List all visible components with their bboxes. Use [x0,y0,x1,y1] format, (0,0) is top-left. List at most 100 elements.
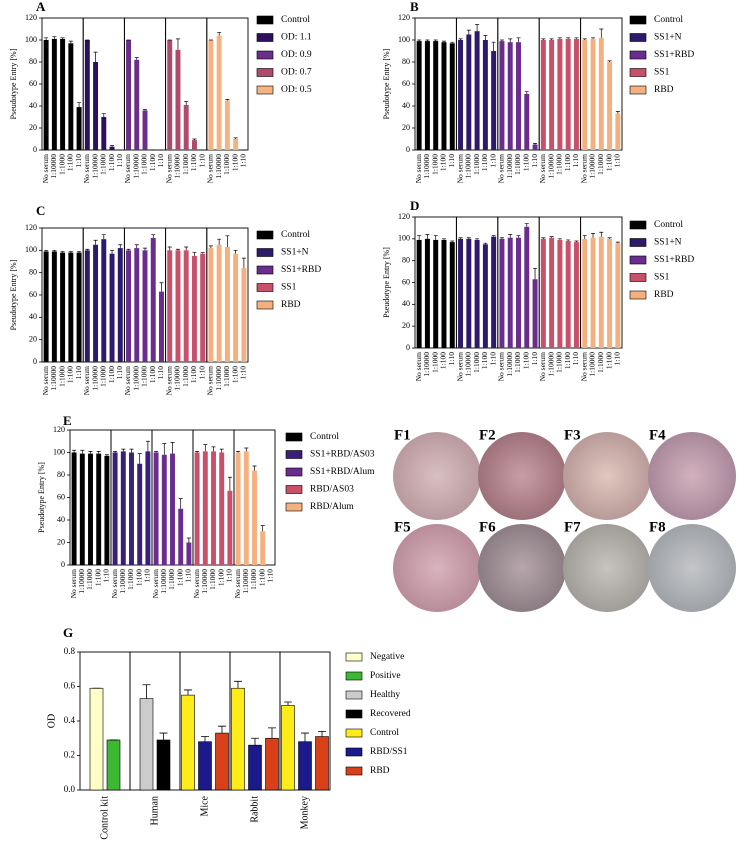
error-bar [110,249,115,254]
micrograph [563,524,651,612]
x-tick-label: 1:10000 [173,154,182,179]
error-bar [417,39,422,42]
x-tick-label: 1:10 [488,154,497,168]
error-bar [93,51,98,62]
x-tick-label: No serum [579,352,588,382]
bar [208,248,214,362]
x-tick-label: 1:100 [66,366,75,383]
x-tick-label: No serum [497,154,506,184]
bar [93,244,99,362]
bar [241,268,247,362]
y-tick-label: 40 [402,101,410,110]
error-bar [524,223,529,227]
bar [202,451,208,565]
x-tick-label: 1:100 [93,569,102,586]
bar [137,463,143,565]
bar [167,40,173,150]
error-bar [143,108,147,111]
bar [235,452,241,565]
bar [243,451,249,565]
error-bar [60,251,65,253]
bar [76,107,82,150]
error-bar [200,252,205,254]
legend-swatch [285,432,303,442]
bar [142,250,148,362]
bar [466,34,472,150]
error-bar [178,498,183,509]
legend-swatch [285,485,303,494]
error-bar [113,451,118,453]
error-bar [241,257,246,269]
y-tick-label: 120 [398,212,410,221]
error-bar [151,234,156,239]
x-tick-label: 1:10 [115,154,124,168]
bar [106,739,121,791]
error-bar [211,446,216,452]
legend-swatch [256,33,274,42]
bar [491,51,497,150]
legend-label: Healthy [370,690,400,700]
y-tick-label: 0.0 [64,784,76,794]
error-bar [126,248,131,251]
bar [532,279,538,348]
x-tick-label: 1:1000 [167,569,176,590]
legend-label: SS1+RBD [654,255,694,265]
y-tick-label: 20 [402,321,410,330]
error-bar [582,235,587,239]
bar [60,252,66,362]
panel-title: A [36,0,46,14]
error-bar [483,242,488,245]
y-tick-label: 0 [33,145,37,154]
x-tick-label: No serum [151,569,160,599]
x-tick-label: 1:10000 [131,154,140,179]
error-bar [170,442,175,454]
x-tick-label: 1:100 [175,569,184,586]
x-tick-label: No serum [579,154,588,184]
error-bar [433,235,438,240]
bar [183,104,189,150]
x-tick-label: 1:10 [74,154,83,168]
x-tick-label: 1:100 [604,154,613,171]
legend-swatch [629,33,647,42]
error-bar [607,237,612,239]
error-bar [466,237,471,239]
x-tick-label: 1:100 [563,154,572,171]
legend-label: Control [370,728,399,738]
y-tick-label: 0 [406,145,410,154]
x-tick-label: 1:1000 [126,569,135,590]
bar [101,117,107,150]
y-tick-label: 60 [29,290,37,299]
x-tick-label: 1:10000 [464,352,473,377]
legend-swatch [285,502,303,512]
bar [153,452,159,565]
error-bar [244,447,249,452]
error-bar [233,137,238,139]
x-tick-label: 1:10 [156,154,165,168]
x-tick-label: No serum [206,154,215,184]
bar [557,38,563,150]
error-bar [458,237,463,239]
error-bar [615,241,620,244]
legend-label: OD: 0.7 [281,68,312,78]
y-tick-label: 0 [61,560,65,569]
error-bar [450,240,455,243]
error-bar [93,239,98,245]
legend-swatch [629,15,647,25]
error-bar [154,451,159,453]
bar [120,451,126,565]
error-bar [195,451,200,453]
bar [60,38,66,150]
error-bar [217,31,222,36]
error-bar [52,36,57,39]
error-bar [549,38,554,40]
x-tick-label: 1:100 [439,352,448,369]
legend-swatch [256,283,274,292]
x-tick-label: 1:100 [189,154,198,171]
bar [183,250,189,362]
image-label: F1 [394,427,411,443]
legend-swatch [345,728,363,738]
x-tick-label: 1:1000 [140,366,149,387]
x-tick-label: 1:1000 [513,154,522,175]
error-bar [516,37,521,43]
legend-label: Control [654,220,683,230]
